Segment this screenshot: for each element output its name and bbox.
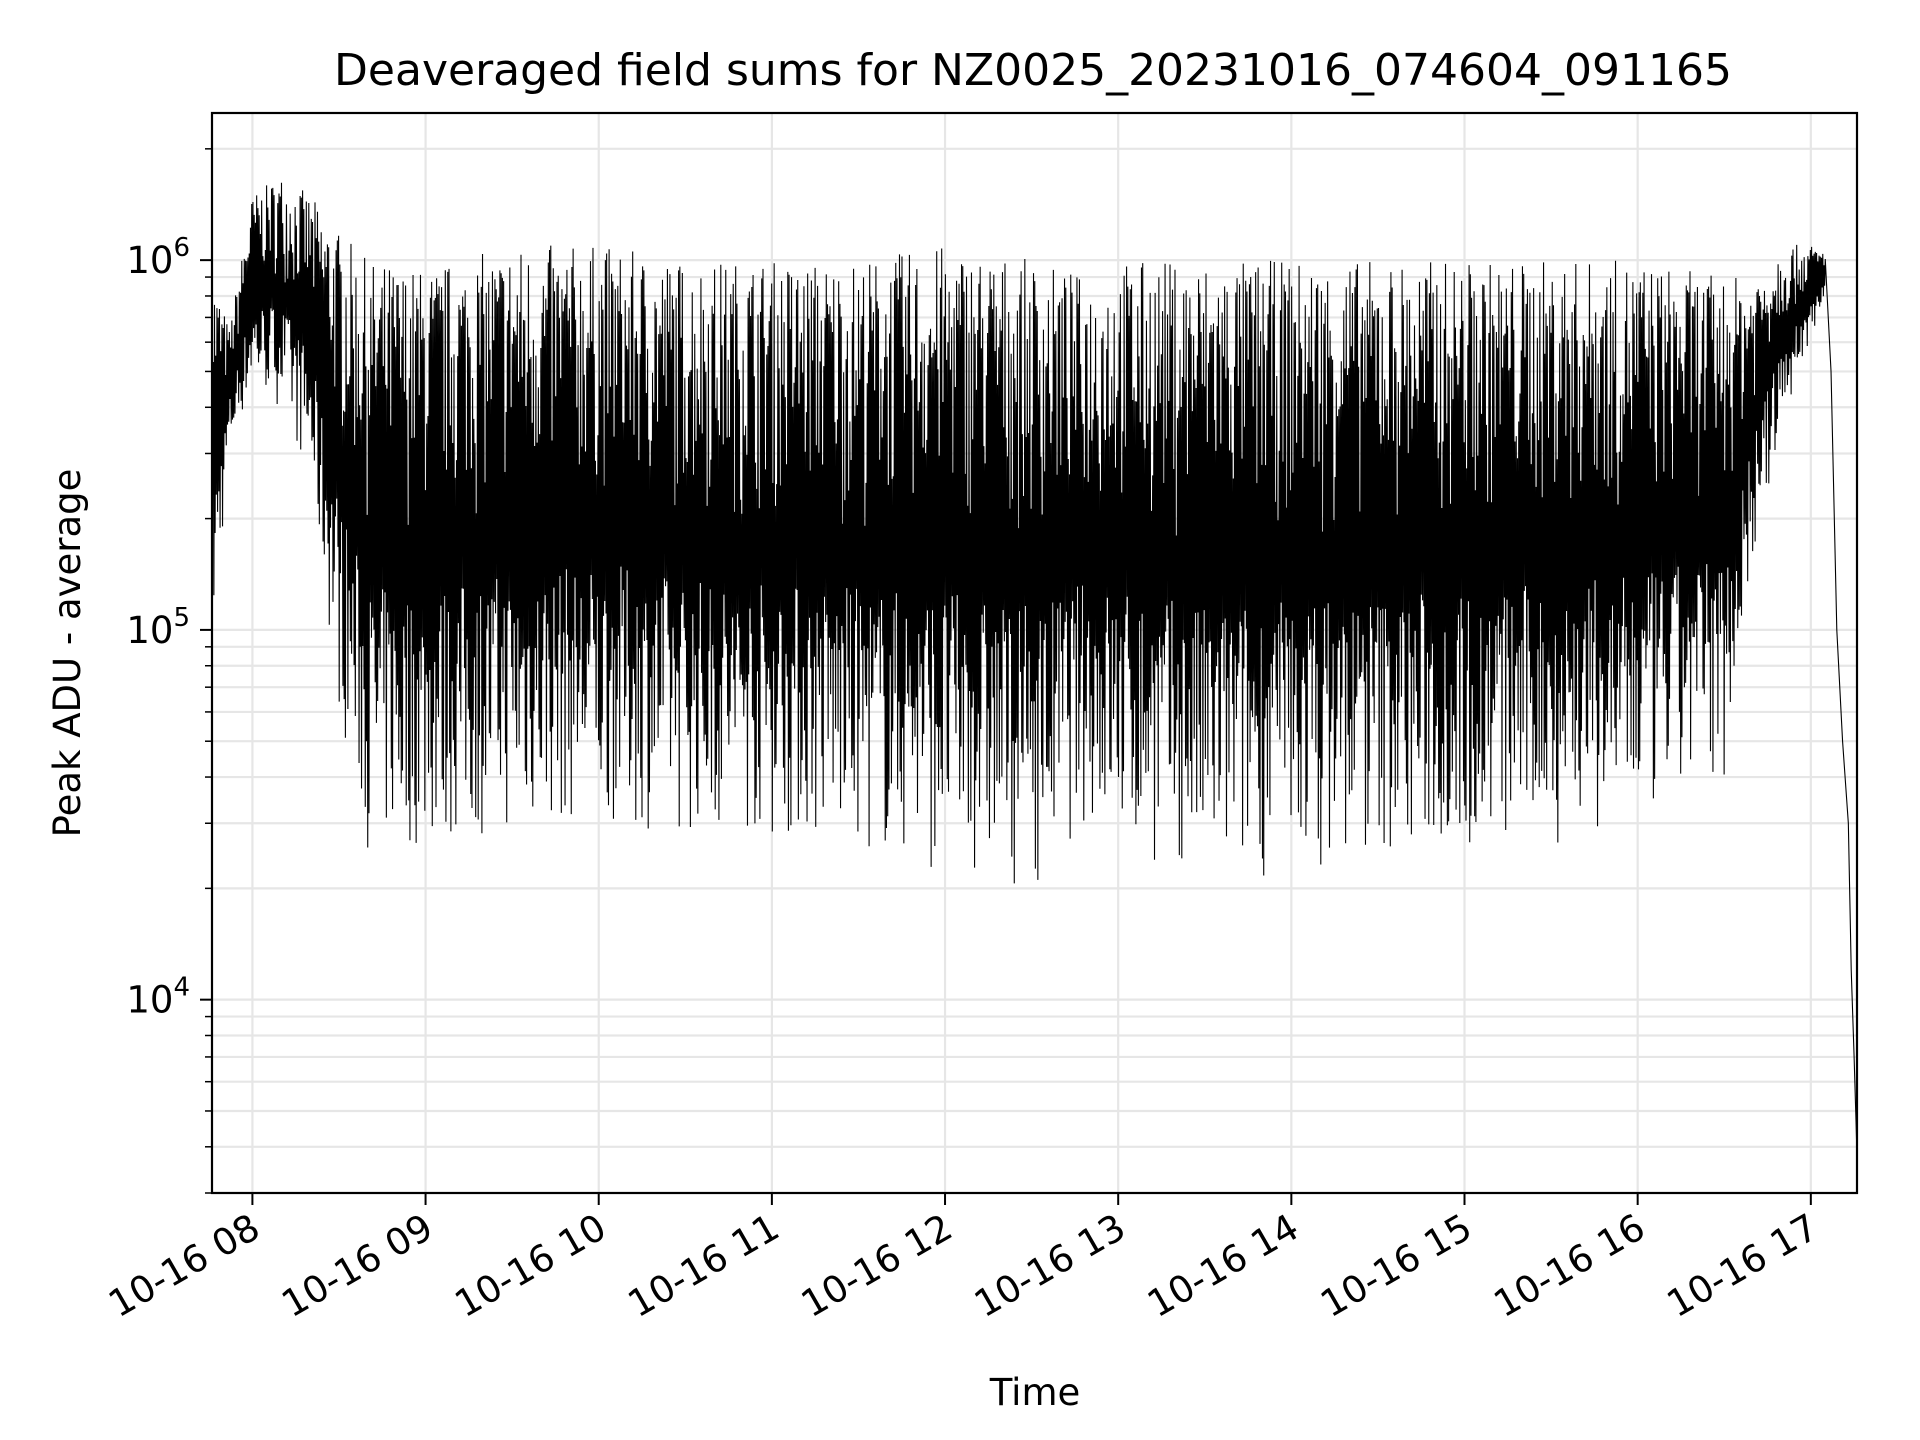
y-tick-label: 106	[126, 233, 190, 282]
y-axis-label: Peak ADU - average	[46, 469, 89, 838]
chart-title: Deaveraged field sums for NZ0025_2023101…	[334, 45, 1732, 96]
y-axis-ticks: 104 105 106	[126, 148, 212, 1194]
y-tick-label: 104	[126, 973, 190, 1022]
series-line	[211, 182, 1858, 1156]
y-tick-label: 105	[126, 603, 190, 652]
x-axis-label: Time	[989, 1371, 1081, 1414]
plot-area	[211, 182, 1858, 1156]
axes-frame	[210, 111, 1859, 1195]
